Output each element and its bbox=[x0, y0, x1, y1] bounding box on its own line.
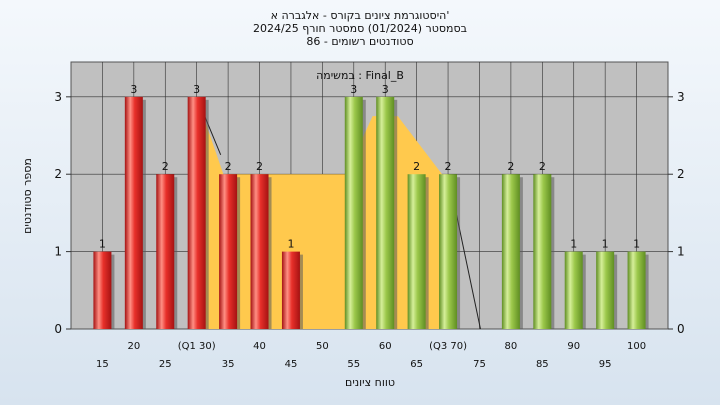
bar bbox=[124, 96, 143, 330]
x-tick-label: 60 bbox=[379, 341, 392, 352]
x-tick-label: 75 bbox=[473, 359, 486, 370]
bar-value-label: 1 bbox=[287, 238, 294, 251]
x-tick-label: (Q1 30) bbox=[178, 341, 216, 352]
bar-value-label: 1 bbox=[570, 238, 577, 251]
bar-value-label: 2 bbox=[507, 160, 514, 173]
bar-value-label: 3 bbox=[382, 83, 389, 96]
x-tick-label: 15 bbox=[96, 359, 109, 370]
x-tick-label: 50 bbox=[316, 341, 329, 352]
bar bbox=[93, 251, 112, 329]
y-tick-label-right: 1 bbox=[677, 245, 685, 259]
y-axis-title: מספר סטודנטים bbox=[21, 158, 34, 234]
bar-value-label: 3 bbox=[193, 83, 200, 96]
bar-value-label: 2 bbox=[256, 160, 263, 173]
x-tick-label: 95 bbox=[599, 359, 612, 370]
bar-value-label: 2 bbox=[162, 160, 169, 173]
bar-value-label: 2 bbox=[539, 160, 546, 173]
bar bbox=[281, 251, 300, 329]
task-annotation: במשימה : Final_B bbox=[316, 69, 404, 82]
bar bbox=[407, 174, 426, 329]
x-tick-label: 40 bbox=[253, 341, 266, 352]
bar bbox=[596, 251, 615, 329]
y-tick-label-right: 0 bbox=[677, 322, 685, 336]
x-tick-label: 80 bbox=[505, 341, 518, 352]
bar-value-label: 1 bbox=[633, 238, 640, 251]
bar bbox=[344, 96, 363, 330]
chart-title-line-1: היסטוגרמת ציונים בקורס - אלגברה א' bbox=[270, 9, 450, 22]
bar bbox=[627, 251, 646, 329]
x-tick-label: 20 bbox=[127, 341, 140, 352]
bar bbox=[156, 174, 175, 329]
bar-value-label: 2 bbox=[225, 160, 232, 173]
y-tick-label-left: 3 bbox=[54, 90, 62, 104]
bar bbox=[564, 251, 583, 329]
bar-value-label: 2 bbox=[445, 160, 452, 173]
bar-value-label: 3 bbox=[130, 83, 137, 96]
x-tick-label: 65 bbox=[410, 359, 423, 370]
bar-value-label: 1 bbox=[99, 238, 106, 251]
bar bbox=[376, 96, 395, 330]
x-tick-label: 90 bbox=[567, 341, 580, 352]
y-tick-label-left: 2 bbox=[54, 167, 62, 181]
y-tick-label-right: 3 bbox=[677, 90, 685, 104]
bar bbox=[439, 174, 458, 329]
chart-title-line-2: בסמסטר (01/2024) סמסטר חורף 2024/25 bbox=[253, 22, 467, 35]
x-tick-label: 100 bbox=[627, 341, 646, 352]
y-tick-label-left: 1 bbox=[54, 245, 62, 259]
bar bbox=[501, 174, 520, 329]
bar-value-label: 1 bbox=[602, 238, 609, 251]
bar bbox=[187, 96, 206, 330]
x-tick-label: 55 bbox=[347, 359, 360, 370]
x-tick-label: 35 bbox=[222, 359, 235, 370]
x-tick-label: (Q3 70) bbox=[429, 341, 467, 352]
y-tick-label-right: 2 bbox=[677, 167, 685, 181]
y-tick-label-left: 0 bbox=[54, 322, 62, 336]
bar bbox=[533, 174, 552, 329]
bar-value-label: 2 bbox=[413, 160, 420, 173]
bar bbox=[219, 174, 238, 329]
bar bbox=[250, 174, 269, 329]
x-tick-label: 25 bbox=[159, 359, 172, 370]
bar-value-label: 3 bbox=[350, 83, 357, 96]
x-tick-label: 85 bbox=[536, 359, 549, 370]
chart-title-line-3: סטודנטים רשומים - 86 bbox=[306, 35, 414, 48]
x-tick-label: 45 bbox=[285, 359, 298, 370]
x-axis-title: טווח ציונים bbox=[345, 376, 395, 389]
